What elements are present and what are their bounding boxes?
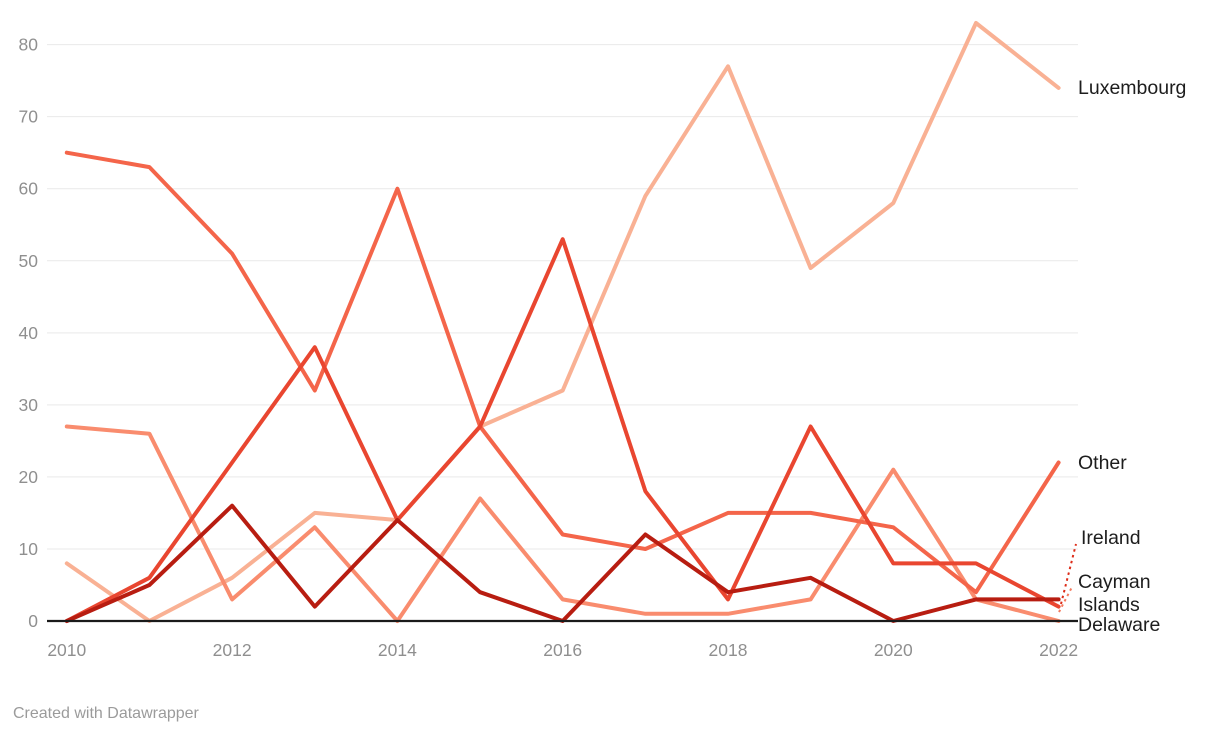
y-axis-labels: 0 10 20 30 40 50 60 70 80: [19, 35, 39, 631]
y-tick-label-80: 80: [19, 35, 39, 55]
x-tick-label-2020: 2020: [874, 640, 913, 660]
y-tick-label-0: 0: [28, 611, 38, 631]
x-axis-labels: 2010 2012 2014 2016 2018 2020 2022: [47, 640, 1078, 660]
y-tick-label-50: 50: [19, 251, 39, 271]
line-other: [64, 150, 1061, 595]
y-tick-label-70: 70: [19, 107, 39, 127]
y-tick-label-30: 30: [19, 395, 39, 415]
y-tick-label-40: 40: [19, 323, 39, 343]
leader-line-cayman-islands: [1058, 586, 1073, 613]
line-luxembourg: [64, 21, 1061, 623]
series-label-ireland: Ireland: [1081, 527, 1141, 549]
x-tick-label-2012: 2012: [213, 640, 252, 660]
y-tick-label-20: 20: [19, 467, 39, 487]
line-cayman-islands: [64, 424, 1061, 623]
series-label-delaware: Delaware: [1078, 614, 1160, 636]
x-tick-label-2018: 2018: [709, 640, 748, 660]
series-lines: [64, 21, 1061, 623]
leader-line-ireland: [1060, 543, 1077, 605]
series-labels: Luxembourg Other Ireland Cayman IslandsDelaw…: [1078, 77, 1186, 636]
y-tick-label-10: 10: [19, 539, 39, 559]
x-tick-label-2022: 2022: [1039, 640, 1078, 660]
series-label-other: Other: [1078, 452, 1127, 474]
x-tick-label-2014: 2014: [378, 640, 417, 660]
datawrapper-credit: Created with Datawrapper: [13, 705, 199, 722]
x-tick-label-2010: 2010: [47, 640, 86, 660]
x-tick-label-2016: 2016: [543, 640, 582, 660]
y-tick-label-60: 60: [19, 179, 39, 199]
series-label-cayman-islands: Cayman Islands: [1078, 571, 1151, 616]
label-leader-lines: [1058, 543, 1077, 613]
gridlines: [47, 44, 1078, 550]
series-label-luxembourg: Luxembourg: [1078, 77, 1186, 99]
line-ireland: [64, 237, 1061, 623]
